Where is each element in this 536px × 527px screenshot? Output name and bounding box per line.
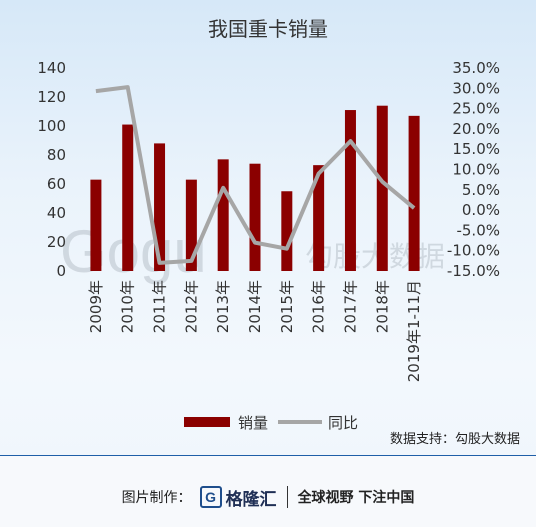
legend-label-bar: 销量	[238, 414, 268, 432]
right-tick-label: 25.0%	[452, 100, 500, 118]
bar	[249, 163, 261, 271]
brand-slogan: 全球视野 下注中国	[297, 490, 415, 506]
bar	[185, 179, 197, 271]
right-tick-label: 15.0%	[452, 140, 500, 158]
left-tick-label: 60	[47, 175, 66, 193]
left-tick-label: 120	[37, 88, 66, 106]
watermark: Gogu 勾股大数据	[60, 218, 445, 285]
right-tick-label: 35.0%	[452, 59, 500, 77]
left-tick-label: 140	[37, 59, 66, 77]
bar	[217, 159, 229, 271]
bar-series	[90, 105, 420, 271]
left-tick-label: 40	[47, 204, 66, 222]
made-by-label: 图片制作：	[121, 490, 192, 506]
bar	[313, 165, 325, 271]
x-tick-label: 2015年	[278, 280, 296, 333]
bar	[281, 191, 293, 271]
right-tick-label: 20.0%	[452, 120, 500, 138]
left-tick-label: 80	[47, 146, 66, 164]
legend-label-line: 同比	[328, 414, 358, 432]
chart-svg: 我国重卡销量 Gogu 勾股大数据 0 20 40 60 80 100 120 140 35.…	[37, 17, 520, 447]
data-source: 数据支持：勾股大数据	[390, 432, 520, 447]
right-axis: 35.0% 30.0% 25.0% 20.0% 15.0% 10.0% 5.0% 0.0% -5…	[447, 59, 500, 280]
watermark-logo: Gogu	[60, 218, 207, 285]
bar	[344, 110, 356, 271]
right-tick-label: -10.0%	[447, 242, 500, 260]
right-tick-label: 30.0%	[452, 79, 500, 97]
left-axis: 0 20 40 60 80 100 120 140	[37, 59, 66, 280]
x-tick-label: 2016年	[310, 280, 328, 333]
left-tick-label: 0	[56, 262, 66, 280]
bar	[408, 115, 420, 271]
footer-row: 图片制作： G 格隆汇 全球视野 下注中国	[0, 482, 536, 512]
chart-title: 我国重卡销量	[208, 17, 328, 41]
x-tick-label: 2014年	[246, 280, 264, 333]
x-tick-label: 2017年	[341, 280, 359, 333]
x-tick-label: 2013年	[214, 280, 232, 333]
x-tick-label: 2010年	[119, 280, 137, 333]
footer-divider	[286, 486, 288, 508]
x-tick-label: 2009年	[87, 280, 105, 333]
bar	[122, 124, 134, 271]
footer: 图片制作： G 格隆汇 全球视野 下注中国	[0, 455, 536, 527]
line-series	[95, 85, 416, 265]
right-tick-label: -15.0%	[447, 262, 500, 280]
brand-logo-icon: G	[199, 486, 222, 508]
legend-swatch-bar	[184, 417, 230, 427]
x-axis: 2009年 2010年 2011年 2012年 2013年 2014年 2015年 2016年…	[87, 280, 423, 382]
right-tick-label: 10.0%	[452, 161, 500, 179]
right-tick-label: 5.0%	[462, 181, 500, 199]
right-tick-label: -5.0%	[456, 221, 500, 239]
right-tick-label: 0.0%	[462, 201, 500, 219]
left-tick-label: 100	[37, 117, 66, 135]
bar	[154, 143, 166, 271]
x-tick-label: 2011年	[151, 280, 169, 333]
x-tick-label: 2019年1-11月	[405, 280, 423, 382]
watermark-text: 勾股大数据	[305, 240, 445, 273]
x-tick-label: 2018年	[373, 280, 391, 333]
bar	[90, 179, 102, 271]
legend: 销量 同比	[184, 414, 358, 432]
bar	[376, 105, 388, 271]
x-tick-label: 2012年	[182, 280, 200, 333]
brand-name: 格隆汇	[225, 489, 277, 510]
left-tick-label: 20	[47, 233, 66, 251]
